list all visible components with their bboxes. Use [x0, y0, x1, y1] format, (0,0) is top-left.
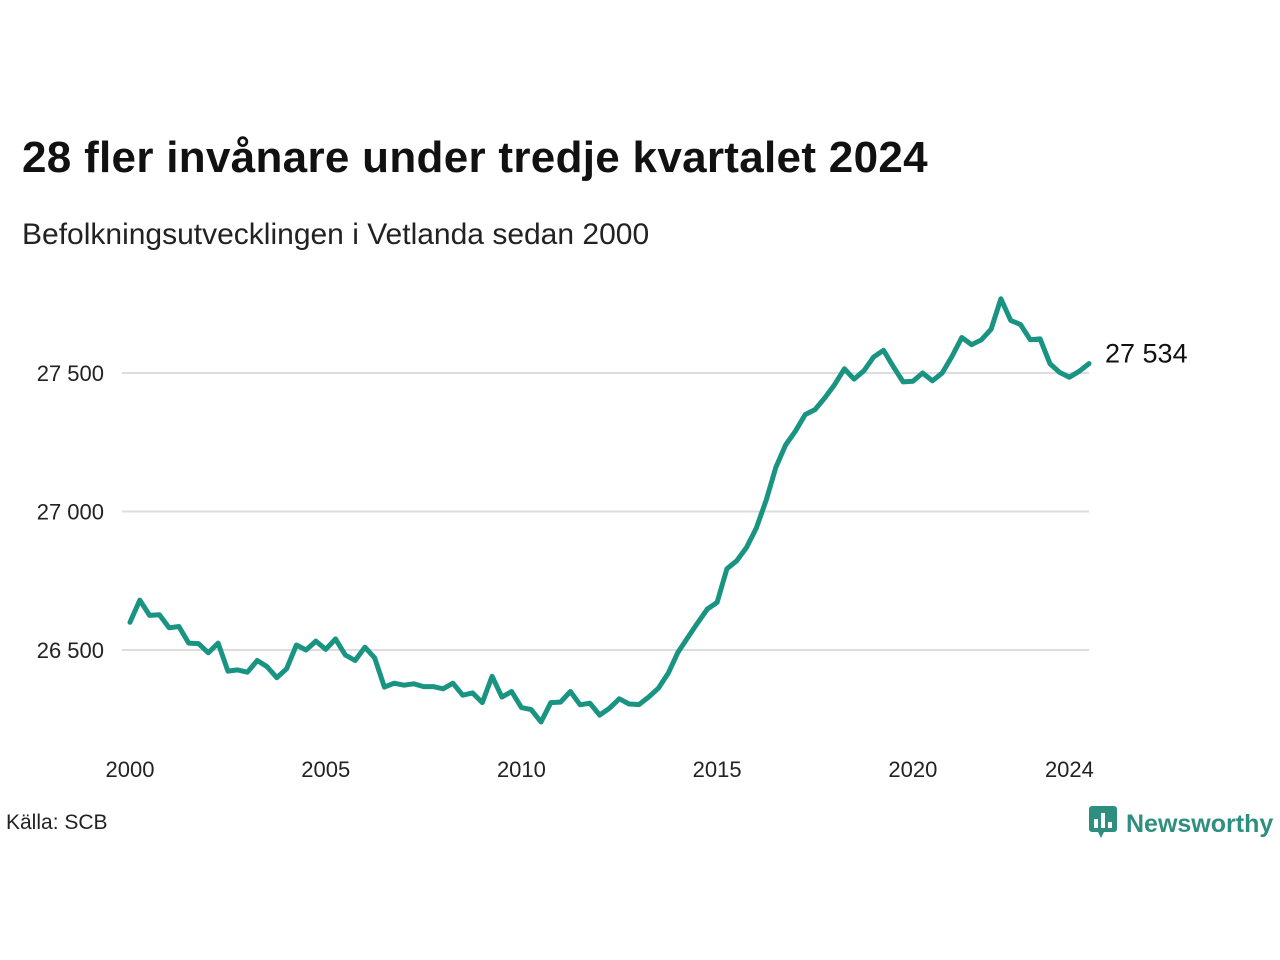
chart-title: 28 fler invånare under tredje kvartalet … — [22, 133, 928, 182]
x-tick-label: 2024 — [1045, 757, 1094, 782]
chart-subtitle: Befolkningsutvecklingen i Vetlanda sedan… — [22, 218, 650, 251]
x-tick-label: 2020 — [888, 757, 937, 782]
y-tick-label: 27 000 — [37, 500, 104, 525]
y-tick-label: 27 500 — [37, 361, 104, 386]
y-tick-label: 26 500 — [37, 638, 104, 663]
brand-name: Newsworthy — [1126, 810, 1274, 838]
population-series-line — [127, 296, 1092, 725]
end-value-label: 27 534 — [1105, 339, 1188, 369]
x-tick-label: 2005 — [301, 757, 350, 782]
series-group — [127, 296, 1092, 725]
x-tick-label: 2000 — [106, 757, 155, 782]
x-tick-label: 2015 — [693, 757, 742, 782]
x-tick-labels: 2000 2005 2010 2015 2020 2024 — [106, 757, 1094, 782]
brand-logo[interactable]: Newsworthy — [1088, 805, 1273, 844]
grid-lines — [122, 372, 1089, 651]
source-note: Källa: SCB — [6, 811, 108, 834]
x-tick-label: 2010 — [497, 757, 546, 782]
newsworthy-logo-icon — [1088, 805, 1118, 844]
end-value-label-group: 27 534 — [1105, 339, 1188, 369]
y-tick-labels: 26 500 27 000 27 500 — [37, 361, 104, 663]
